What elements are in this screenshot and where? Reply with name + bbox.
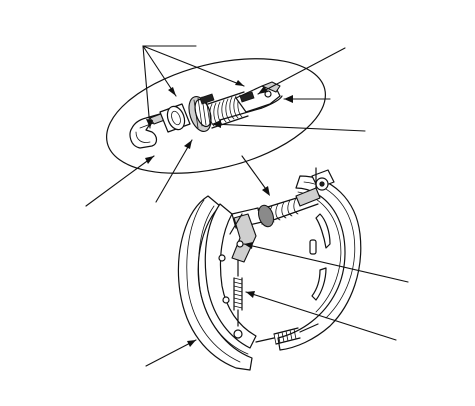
callout-return-spring	[245, 291, 397, 341]
adjuster-end-fitting	[159, 103, 191, 133]
callout-adjuster-spring	[211, 120, 366, 132]
adjuster-lever-arm	[219, 81, 283, 121]
brake-shoe-right	[277, 175, 362, 351]
callout-adjuster-bolt	[155, 139, 193, 203]
callout-lever	[243, 242, 409, 283]
brake-shoe-assembly	[177, 167, 362, 371]
detail-to-assembly-arrow	[241, 155, 270, 196]
callout-brake-shoe	[145, 339, 197, 367]
adjuster-detail-inset	[106, 58, 326, 174]
vertical-return-spring	[233, 259, 243, 327]
parking-lever	[229, 213, 257, 263]
brake-shoe-web-left	[204, 203, 257, 349]
brake-shoe-lining	[177, 195, 253, 371]
bottom-return-spring	[255, 323, 319, 345]
callout-adjuster-ends	[142, 45, 245, 129]
callout-adjuster-rod-end	[257, 47, 346, 95]
callout-adjuster-fork	[283, 95, 331, 103]
top-pivot-bolt	[311, 167, 335, 197]
adjuster-star-wheel	[188, 96, 212, 132]
adjuster-spring-coil	[199, 91, 249, 129]
callout-adjuster-hook	[85, 155, 155, 207]
detail-ellipse	[106, 58, 326, 174]
